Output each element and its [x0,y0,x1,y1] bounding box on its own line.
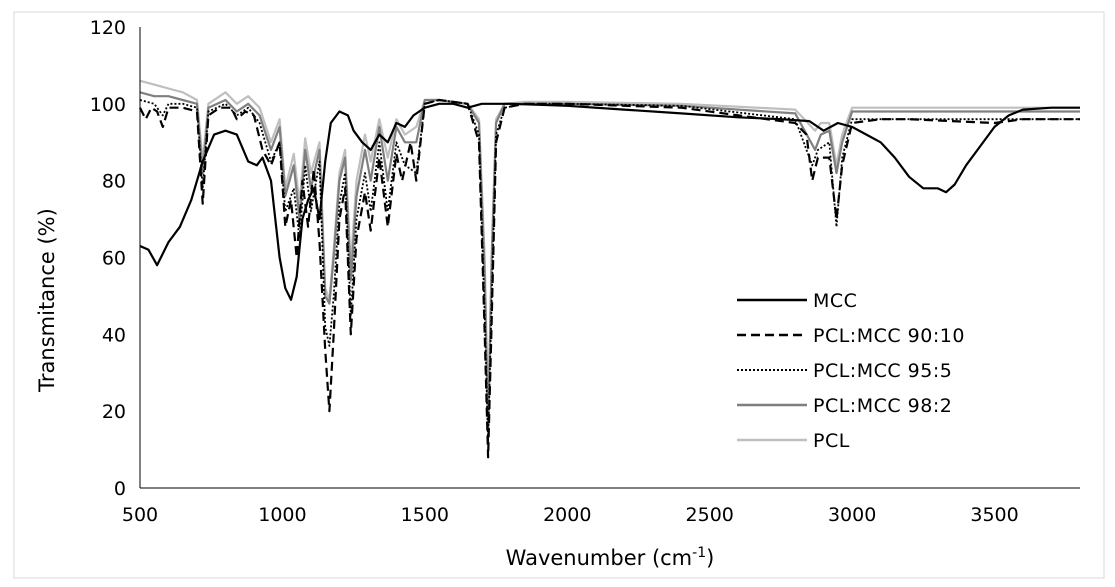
y-tick-label: 20 [102,401,126,423]
legend-label-2: PCL:MCC 95:5 [813,360,952,382]
y-tick-label: 0 [114,478,126,500]
x-tick-label: 500 [122,504,158,526]
x-tick-label: 1500 [401,504,449,526]
legend-label-1: PCL:MCC 90:10 [813,325,965,347]
y-tick-label: 80 [102,171,126,193]
legend-label-3: PCL:MCC 98:2 [813,395,952,417]
x-axis-title-suffix: ) [706,546,714,570]
legend-label-0: MCC [813,290,857,312]
x-tick-label: 3000 [828,504,876,526]
y-tick-label: 100 [90,94,126,116]
x-tick-label: 2000 [543,504,591,526]
x-axis-title-sup: -1 [692,545,706,561]
legend-label-4: PCL [813,430,850,452]
x-tick-label: 2500 [686,504,734,526]
x-tick-label: 1000 [258,504,306,526]
y-tick-label: 40 [102,324,126,346]
y-tick-label: 60 [102,248,126,270]
x-tick-label: 3500 [970,504,1018,526]
x-axis-title: Wavenumber (cm-1) [506,545,715,570]
y-tick-label: 120 [90,17,126,39]
y-axis-title: Transmitance (%) [35,208,59,393]
x-axis-title-main: Wavenumber (cm [506,546,692,570]
